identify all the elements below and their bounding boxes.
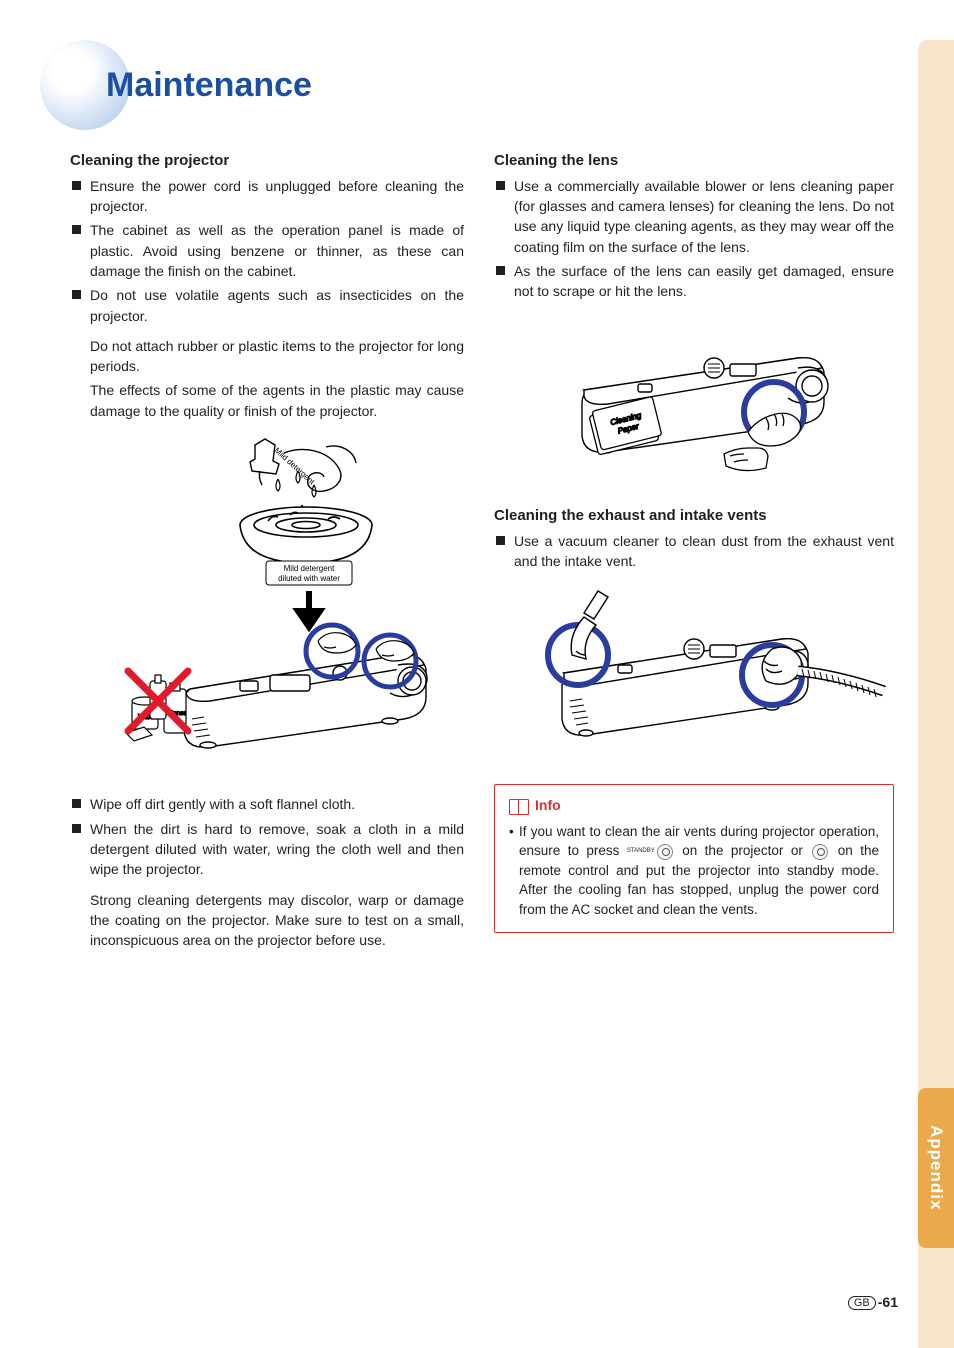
info-text-mid: on the projector or	[675, 843, 811, 858]
left-column: Cleaning the projector Ensure the power …	[70, 150, 464, 1258]
info-body: If you want to clean the air vents durin…	[509, 822, 879, 920]
info-header: Info	[509, 795, 879, 815]
figure-lens-cleaning: Cleaning Paper	[494, 314, 894, 489]
section-title-cleaning-projector: Cleaning the projector	[70, 150, 464, 172]
figure-caption-l1: Mild detergent	[284, 564, 335, 573]
list-item: Ensure the power cord is unplugged befor…	[70, 176, 464, 217]
page-number-value: -61	[878, 1294, 898, 1310]
right-column: Cleaning the lens Use a commercially ava…	[494, 150, 894, 1258]
list-item: Do not use volatile agents such as insec…	[70, 285, 464, 326]
figure-vacuum-vents	[494, 583, 894, 768]
list-item: The cabinet as well as the operation pan…	[70, 220, 464, 281]
section-title-cleaning-vents: Cleaning the exhaust and intake vents	[494, 505, 894, 527]
section-title-cleaning-lens: Cleaning the lens	[494, 150, 894, 172]
figure-detergent-and-projector: Mild detergent	[70, 433, 464, 778]
list-item: Use a vacuum cleaner to clean dust from …	[494, 531, 894, 572]
list-continuation: The effects of some of the agents in the…	[70, 380, 464, 421]
list-item: Wipe off dirt gently with a soft flannel…	[70, 794, 464, 814]
list-item: When the dirt is hard to remove, soak a …	[70, 819, 464, 880]
book-icon	[509, 798, 529, 814]
power-button-icon	[812, 844, 828, 860]
info-title: Info	[535, 795, 561, 815]
standby-label: STANDBY	[627, 848, 655, 854]
page-header: Maintenance	[40, 40, 894, 130]
list-cleaning-projector: Ensure the power cord is unplugged befor…	[70, 176, 464, 326]
list-continuation: Strong cleaning detergents may discolor,…	[70, 890, 464, 951]
region-badge: GB	[848, 1296, 876, 1310]
page-title: Maintenance	[106, 66, 312, 105]
info-box: Info If you want to clean the air vents …	[494, 784, 894, 932]
standby-button-icon	[657, 844, 673, 860]
list-continuation: Do not attach rubber or plastic items to…	[70, 336, 464, 377]
section-tab-label: Appendix	[926, 1125, 946, 1210]
side-panel: Appendix	[918, 40, 954, 1348]
list-cleaning-lens: Use a commercially available blower or l…	[494, 176, 894, 302]
list-item: Use a commercially available blower or l…	[494, 176, 894, 257]
list-item: As the surface of the lens can easily ge…	[494, 261, 894, 302]
section-tab-appendix: Appendix	[918, 1088, 954, 1248]
page-number: GB-61	[848, 1294, 898, 1310]
list-cleaning-vents: Use a vacuum cleaner to clean dust from …	[494, 531, 894, 572]
figure-caption-l2: diluted with water	[278, 574, 340, 583]
list-cleaning-projector-2: Wipe off dirt gently with a soft flannel…	[70, 794, 464, 879]
content-columns: Cleaning the projector Ensure the power …	[70, 150, 894, 1258]
